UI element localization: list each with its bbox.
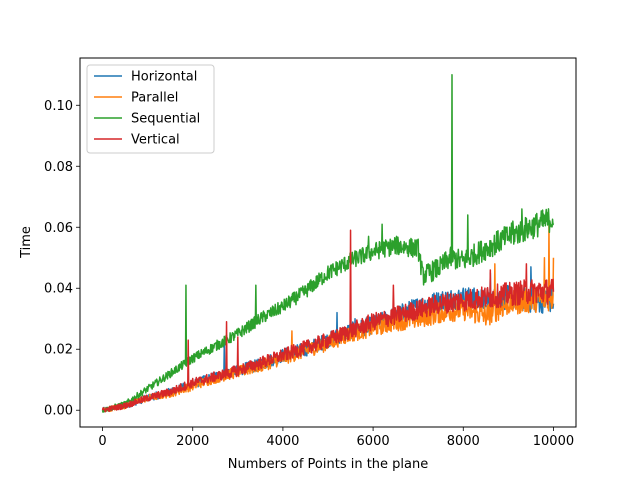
series-line-vertical [101,229,555,413]
legend-label-sequential: Sequential [131,112,200,127]
x-tick-label: 0 [98,434,106,449]
y-tick-label: 0.06 [44,221,73,236]
y-axis: 0.00 0.02 0.04 0.06 0.08 0.10 [44,99,80,419]
y-tick-label: 0.02 [44,343,73,358]
x-tick-label: 8000 [447,434,480,449]
x-axis-label: Numbers of Points in the plane [228,457,429,472]
legend-label-vertical: Vertical [131,133,180,148]
y-axis-label: Time [19,226,34,259]
y-tick-label: 0.08 [44,160,73,175]
x-tick-label: 4000 [266,434,299,449]
series-line-sequential [101,74,555,413]
series-layer [101,74,555,413]
legend-label-horizontal: Horizontal [131,70,197,85]
legend-label-parallel: Parallel [131,91,178,106]
x-tick-label: 10000 [533,434,574,449]
x-axis: 0 2000 4000 6000 8000 10000 [98,427,574,449]
x-tick-label: 2000 [176,434,209,449]
legend: Horizontal Parallel Sequential Vertical [86,64,215,154]
y-tick-label: 0.10 [44,99,73,114]
plot-frame [79,57,577,428]
y-tick-label: 0.04 [44,282,73,297]
y-tick-label: 0.00 [44,404,73,419]
x-tick-label: 6000 [357,434,390,449]
legend-box [86,64,215,154]
